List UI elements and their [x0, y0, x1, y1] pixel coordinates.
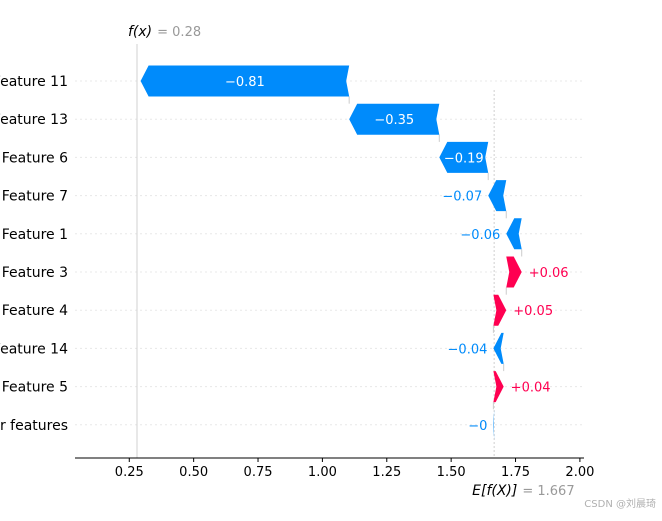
x-tick-label: 1.50: [437, 465, 466, 480]
bar-value-label: −0: [468, 419, 487, 434]
bar-feature-6: [439, 141, 489, 173]
x-tick-label: 2.00: [565, 465, 594, 480]
feature-label: Feature 5: [2, 380, 68, 396]
bar-feature-13: [349, 103, 440, 135]
feature-label: other features: [0, 418, 68, 434]
x-tick-label: 1.00: [308, 465, 337, 480]
bar-feature-14: [493, 332, 504, 364]
base-value-value: = 1.667: [522, 484, 574, 499]
bar-value-label: +0.04: [511, 381, 551, 396]
bar-feature-11: [140, 65, 350, 97]
feature-label: Feature 6: [2, 150, 68, 166]
x-tick-label: 0.75: [244, 465, 273, 480]
x-tick-label: 1.75: [501, 465, 530, 480]
fx-label: f(x): [128, 24, 152, 40]
watermark: CSDN @刘晨琦: [584, 499, 656, 510]
bar-other-features: [493, 409, 495, 441]
bar-feature-5: [493, 371, 504, 403]
bar-value-label: −0.35: [374, 113, 414, 128]
feature-label: Feature 14: [0, 341, 68, 357]
feature-label: Feature 7: [2, 189, 68, 205]
bar-feature-4: [493, 294, 507, 326]
feature-label: Feature 1: [2, 227, 68, 243]
bar-feature-7: [488, 180, 507, 212]
bar-value-label: −0.06: [460, 228, 500, 243]
bar-value-label: +0.06: [529, 266, 569, 281]
base-value-annotation: E[f(X)] = 1.667: [472, 483, 574, 499]
x-tick-label: 0.25: [115, 465, 144, 480]
bar-value-label: −0.07: [442, 190, 482, 205]
x-tick-label: 1.25: [372, 465, 401, 480]
bar-value-label: −0.81: [225, 75, 265, 90]
bar-value-label: −0.19: [444, 151, 484, 166]
bar-value-label: −0.04: [448, 342, 488, 357]
feature-label: Feature 13: [0, 112, 68, 128]
bar-value-label: +0.05: [513, 304, 553, 319]
x-tick-label: 0.50: [179, 465, 208, 480]
bar-feature-3: [506, 256, 522, 288]
base-value-label: E[f(X)]: [472, 483, 517, 499]
feature-label: Feature 11: [0, 74, 68, 90]
fx-annotation: f(x) = 0.28: [128, 24, 201, 40]
feature-label: Feature 4: [2, 303, 68, 319]
feature-label: Feature 3: [2, 265, 68, 281]
fx-value: = 0.28: [157, 25, 201, 40]
bar-feature-1: [506, 218, 522, 250]
